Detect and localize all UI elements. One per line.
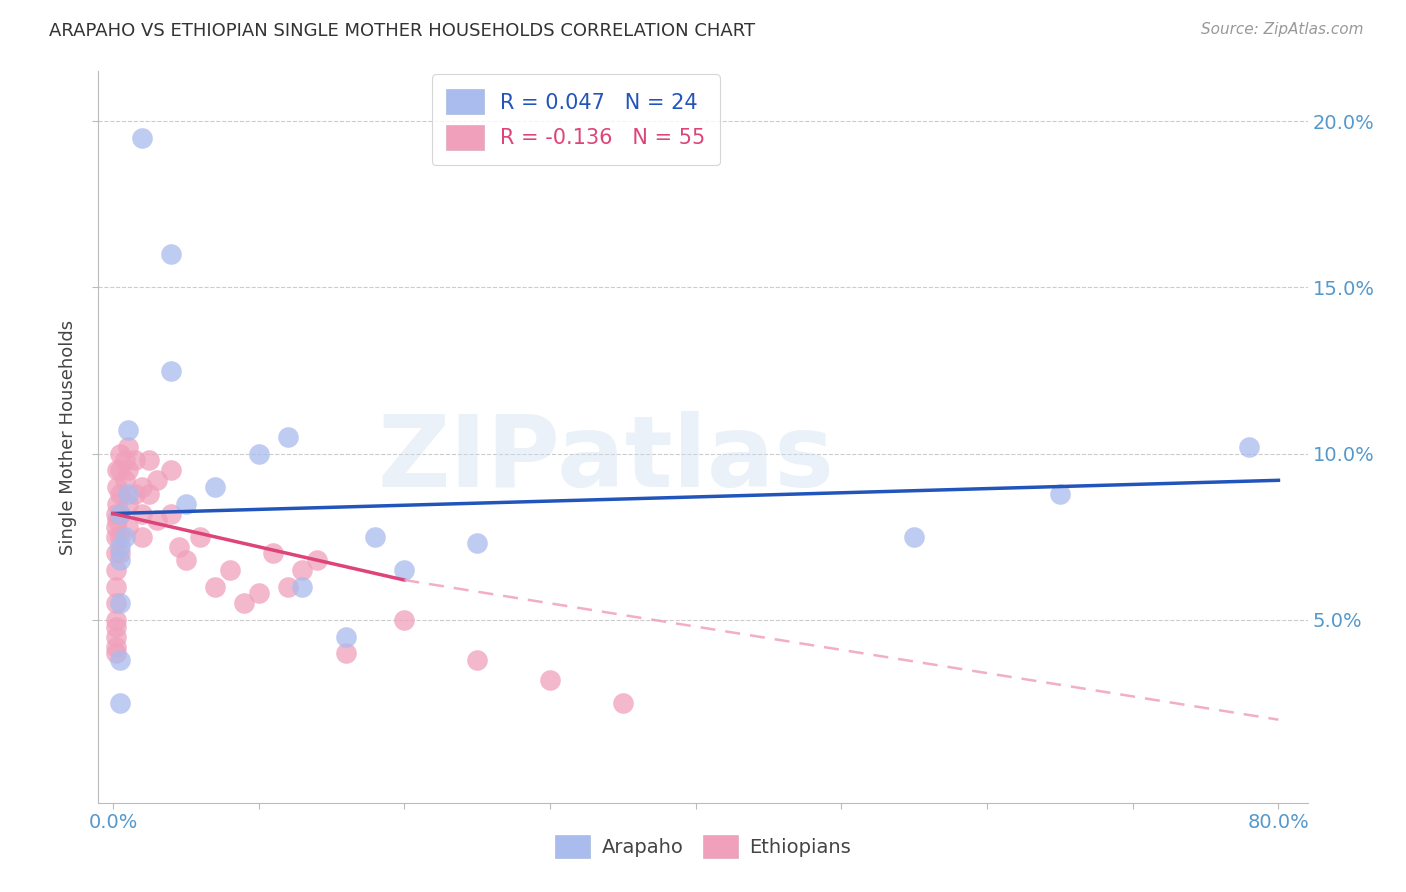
Point xyxy=(105,497,128,511)
Point xyxy=(110,553,132,567)
Point xyxy=(218,563,240,577)
Point xyxy=(394,563,416,577)
Point xyxy=(335,646,357,660)
Y-axis label: Single Mother Households: Single Mother Households xyxy=(59,319,77,555)
Point xyxy=(190,530,212,544)
Point xyxy=(114,530,136,544)
Point xyxy=(131,131,153,145)
Point xyxy=(110,653,132,667)
Point xyxy=(247,586,270,600)
Point xyxy=(204,580,226,594)
Point xyxy=(114,473,136,487)
Point xyxy=(104,580,127,594)
Point xyxy=(131,530,153,544)
Point xyxy=(104,507,127,521)
Point xyxy=(105,513,128,527)
Point xyxy=(160,247,183,261)
Point xyxy=(291,580,314,594)
Point xyxy=(335,630,357,644)
Text: Source: ZipAtlas.com: Source: ZipAtlas.com xyxy=(1201,22,1364,37)
Point xyxy=(167,540,190,554)
Point xyxy=(104,520,127,534)
Point xyxy=(364,530,387,544)
Point xyxy=(262,546,284,560)
Point xyxy=(117,424,139,438)
Point xyxy=(233,596,256,610)
Text: ZIPatlas: ZIPatlas xyxy=(378,410,835,508)
Point xyxy=(174,553,197,567)
Point xyxy=(104,646,127,660)
Point xyxy=(117,497,139,511)
Point xyxy=(394,613,416,627)
Point xyxy=(104,596,127,610)
Point xyxy=(277,430,299,444)
Point xyxy=(465,653,488,667)
Point xyxy=(110,447,132,461)
Legend: Arapaho, Ethiopians: Arapaho, Ethiopians xyxy=(547,827,859,866)
Point xyxy=(104,563,127,577)
Point xyxy=(104,640,127,654)
Point xyxy=(131,480,153,494)
Text: ARAPAHO VS ETHIOPIAN SINGLE MOTHER HOUSEHOLDS CORRELATION CHART: ARAPAHO VS ETHIOPIAN SINGLE MOTHER HOUSE… xyxy=(49,22,755,40)
Point xyxy=(110,696,132,710)
Point xyxy=(117,486,139,500)
Point xyxy=(305,553,328,567)
Point xyxy=(110,546,132,560)
Point xyxy=(291,563,314,577)
Point xyxy=(145,513,167,527)
Point xyxy=(138,486,160,500)
Point xyxy=(131,507,153,521)
Point xyxy=(903,530,925,544)
Point xyxy=(104,613,127,627)
Point xyxy=(1049,486,1071,500)
Point xyxy=(1239,440,1261,454)
Point xyxy=(105,463,128,477)
Point xyxy=(114,453,136,467)
Point xyxy=(104,530,127,544)
Point xyxy=(110,507,132,521)
Point xyxy=(145,473,167,487)
Point xyxy=(160,363,183,377)
Point xyxy=(110,596,132,610)
Point xyxy=(138,453,160,467)
Point xyxy=(277,580,299,594)
Point xyxy=(110,463,132,477)
Point xyxy=(538,673,561,687)
Point xyxy=(110,530,132,544)
Point xyxy=(612,696,634,710)
Point xyxy=(105,480,128,494)
Point xyxy=(104,546,127,560)
Point xyxy=(204,480,226,494)
Point xyxy=(124,486,146,500)
Point xyxy=(110,507,132,521)
Point xyxy=(117,440,139,454)
Point xyxy=(117,463,139,477)
Point xyxy=(247,447,270,461)
Point xyxy=(160,463,183,477)
Point xyxy=(110,486,132,500)
Point xyxy=(124,453,146,467)
Point xyxy=(117,520,139,534)
Point xyxy=(110,540,132,554)
Point xyxy=(104,619,127,633)
Point xyxy=(465,536,488,550)
Point xyxy=(174,497,197,511)
Point xyxy=(104,630,127,644)
Point xyxy=(160,507,183,521)
